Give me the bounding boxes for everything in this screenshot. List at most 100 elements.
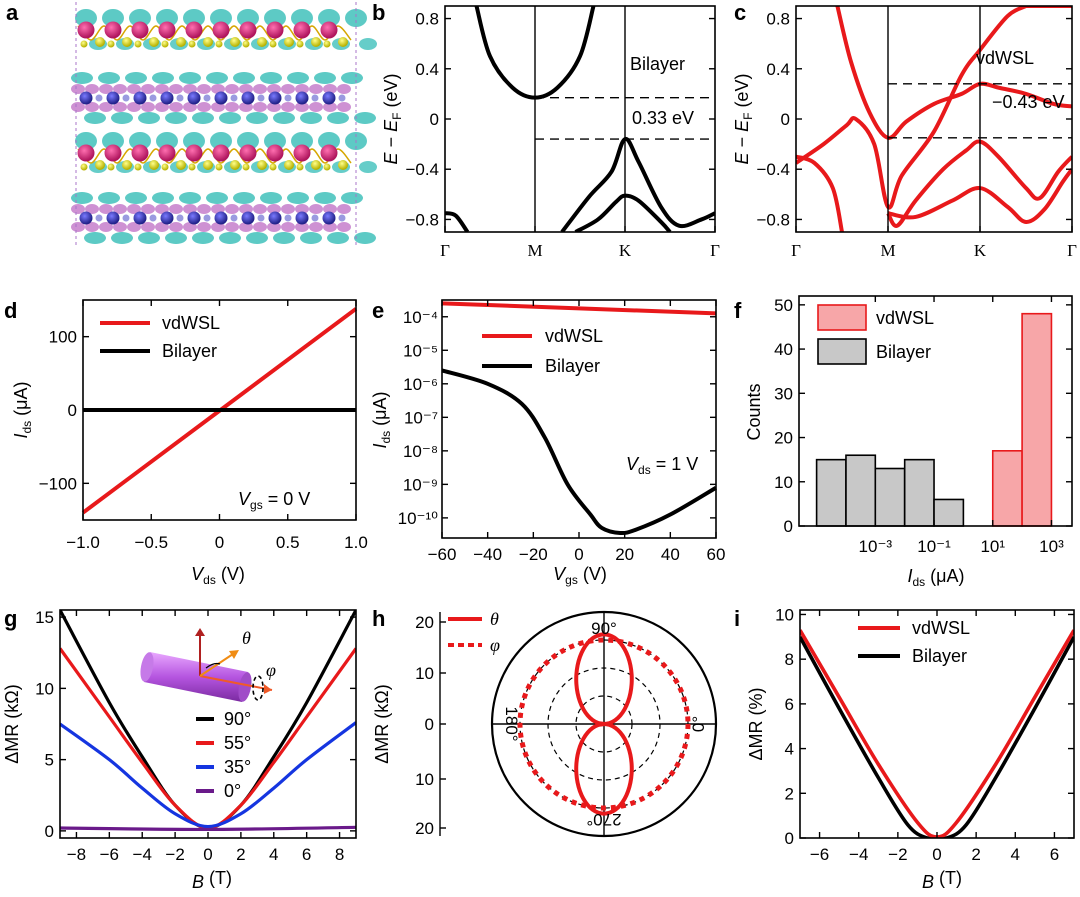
charge-density-lobe	[99, 222, 113, 232]
charge-density-lobe	[287, 192, 309, 204]
x-tick-label: M	[880, 241, 895, 260]
chalcogen-atom	[95, 94, 103, 102]
charge-density-lobe	[225, 84, 239, 94]
charge-density-lobe	[281, 102, 295, 112]
charge-density-lobe	[211, 222, 225, 232]
charge-density-lobe	[183, 204, 197, 214]
chalcogen-atom	[122, 214, 130, 222]
panel-labels: a b c d e f g h i	[4, 0, 746, 631]
chalcogen-atom	[149, 94, 157, 102]
panel-g-magnetoresistance: 15 10 5 0 −8 −6 −4 −2 0 2 4 6 8 90° 55° 35° 0° θφ B (T) ΔMR…	[2, 608, 357, 892]
plot-frame	[799, 609, 1075, 839]
charge-density-lobe	[295, 222, 309, 232]
metal-atom	[79, 211, 93, 225]
chalcogen-atom	[284, 37, 294, 47]
charge-density-lobe	[211, 102, 225, 112]
y-tick-label: −100	[39, 474, 77, 493]
legend-label: θ	[490, 609, 499, 629]
y-tick-label: 10⁻⁷	[404, 408, 438, 427]
charge-density-lobe	[192, 232, 214, 244]
chalcogen-atom	[230, 94, 238, 102]
panel-d-iv-curve: 100 0 −100 −1.0 −0.5 0 0.5 1.0 vdWSL Bilayer Vgs =…	[11, 299, 368, 587]
charge-density-lobe	[113, 102, 127, 112]
chalcogen-atom	[323, 163, 331, 171]
chalcogen-atom	[296, 40, 304, 48]
x-tick-label: 2	[236, 845, 245, 864]
y-axis-label: Counts	[744, 383, 764, 440]
metal-atom	[293, 144, 311, 162]
panel-label-e: e	[372, 298, 384, 323]
chalcogen-atom	[311, 214, 319, 222]
crystal-structure-image	[71, 2, 377, 248]
charge-density-lobe	[239, 84, 253, 94]
legend-swatch	[817, 338, 867, 365]
charge-density-lobe	[99, 102, 113, 112]
charge-density-lobe	[98, 72, 120, 84]
chalcogen-atom	[311, 160, 321, 170]
y-tick-label: −0.4	[405, 160, 439, 179]
charge-density-lobe	[75, 132, 97, 150]
metal-atom	[158, 144, 176, 162]
chalcogen-atom	[176, 94, 184, 102]
chalcogen-atom	[80, 40, 88, 48]
metal-atom	[295, 91, 309, 105]
plot-frame	[798, 295, 1073, 527]
chalcogen-atom	[176, 160, 186, 170]
chalcogen-atom	[284, 214, 292, 222]
charge-density-lobe	[127, 102, 141, 112]
charge-density-lobe	[210, 132, 232, 150]
charge-density-lobe	[323, 204, 337, 214]
charge-density-lobe	[309, 102, 323, 112]
charge-density-lobe	[179, 192, 201, 204]
charge-density-lobe	[127, 222, 141, 232]
charge-density-lobe	[281, 222, 295, 232]
panel-i-magnetoresistance-percent: 10 8 6 4 2 0 −6 −4 −2 0 2 4 6 vdWSL Bilayer B (T) ΔMR (%…	[746, 605, 1075, 892]
series-35°	[60, 721, 356, 829]
charge-density-lobe	[197, 222, 211, 232]
histogram-bar-Bilayer	[845, 454, 877, 527]
chalcogen-atom	[107, 40, 115, 48]
y-tick-label: 20	[415, 819, 434, 838]
x-tick-label: −60	[428, 545, 457, 564]
chalcogen-atom	[311, 94, 319, 102]
charge-density-lobe	[323, 84, 337, 94]
chalcogen-atom	[80, 163, 88, 171]
y-tick-label: 100	[49, 328, 77, 347]
histogram-bar-vdWSL	[991, 450, 1023, 527]
charge-density-lobe	[155, 102, 169, 112]
charge-density-lobe	[152, 192, 174, 204]
charge-density-lobe	[169, 222, 183, 232]
charge-density-lobe	[267, 84, 281, 94]
chalcogen-atom	[257, 214, 265, 222]
charge-density-lobe	[345, 9, 367, 27]
chalcogen-atom	[149, 214, 157, 222]
charge-density-lobe	[127, 204, 141, 214]
charge-density-lobe	[300, 112, 322, 124]
chalcogen-atom	[149, 37, 159, 47]
charge-density-lobe	[300, 232, 322, 244]
legend-label: 55°	[224, 733, 251, 753]
metal-atom	[320, 144, 338, 162]
charge-density-lobe	[225, 222, 239, 232]
y-tick-label: 15	[35, 608, 54, 627]
x-tick-label: M	[527, 241, 542, 260]
x-axis-label: Vgs (V)	[553, 564, 607, 587]
x-axis-label: B (T)	[192, 868, 232, 892]
y-tick-label: 0	[781, 110, 790, 129]
y-tick-label: 0.8	[415, 10, 439, 29]
charge-density-lobe	[169, 102, 183, 112]
x-tick-label: −6	[810, 845, 829, 864]
chalcogen-atom	[284, 160, 294, 170]
data-lines	[60, 610, 356, 832]
x-tick-label: −6	[100, 845, 119, 864]
rod-body	[144, 652, 248, 702]
x-tick-label: 0	[203, 845, 212, 864]
panel-label-d: d	[4, 298, 17, 323]
charge-density-lobe	[253, 204, 267, 214]
charge-density-lobe	[84, 232, 106, 244]
y-axis-label: ΔMR (%)	[746, 687, 766, 760]
charge-density-lobe	[111, 232, 133, 244]
metal-atom	[187, 91, 201, 105]
band-gamma-band	[445, 211, 470, 232]
